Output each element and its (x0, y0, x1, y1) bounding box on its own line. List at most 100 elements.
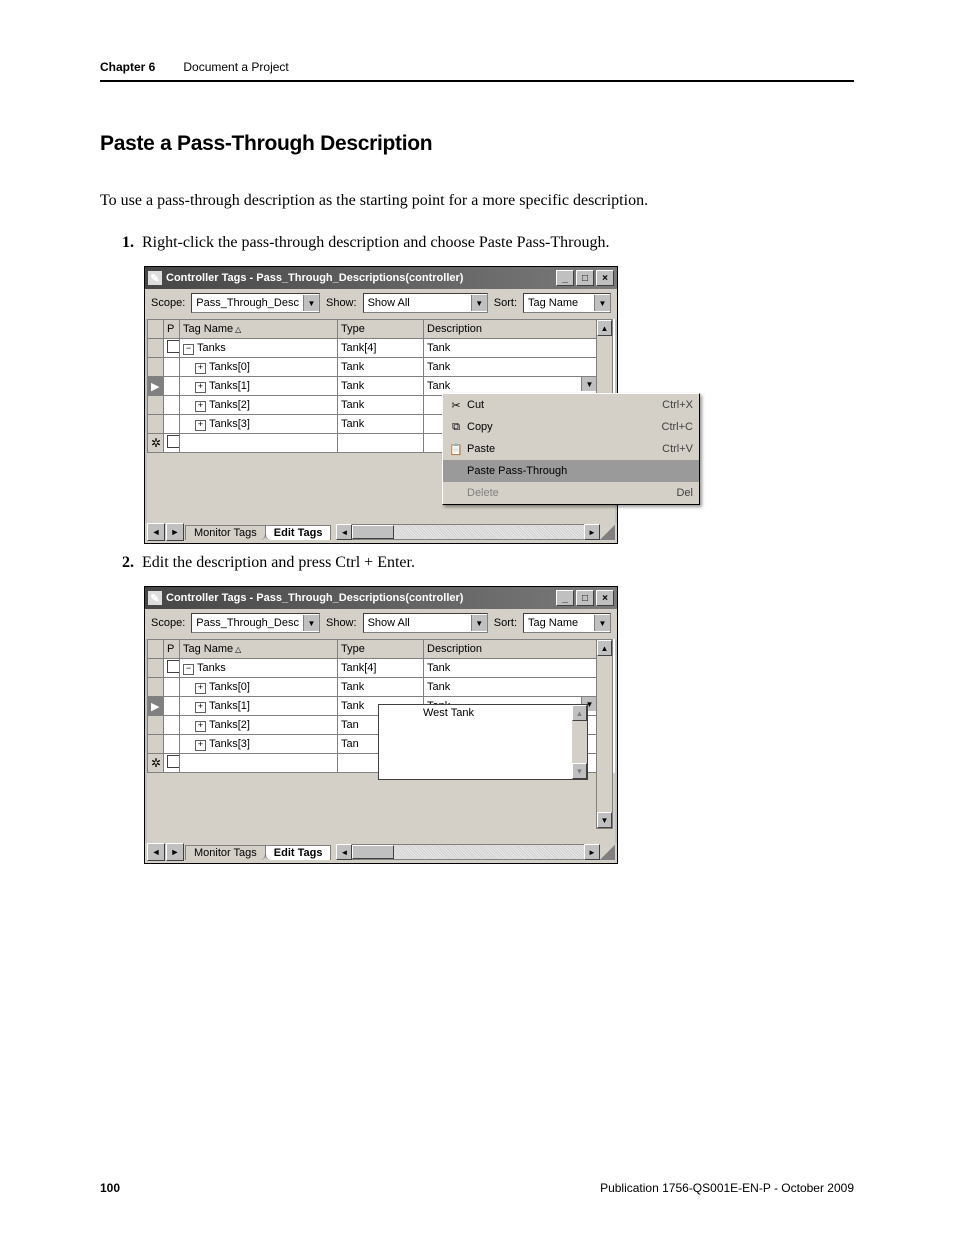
scroll-up-icon[interactable]: ▲ (597, 320, 612, 336)
maximize-button[interactable]: □ (576, 590, 594, 606)
collapse-icon[interactable]: − (183, 664, 194, 675)
checkbox[interactable] (167, 340, 180, 353)
expand-icon[interactable]: + (195, 683, 206, 694)
grid-row[interactable]: −Tanks Tank[4]Tank (148, 659, 598, 678)
tab-edit[interactable]: Edit Tags (265, 525, 332, 540)
scroll-left-icon[interactable]: ◄ (336, 844, 352, 860)
sort-combo[interactable]: Tag Name ▼ (523, 613, 611, 633)
scroll-down-icon[interactable]: ▼ (572, 763, 587, 779)
scroll-right-icon[interactable]: ► (584, 524, 600, 540)
col-description[interactable]: Description (424, 320, 598, 339)
resize-grip[interactable] (600, 525, 615, 540)
sort-label: Sort: (494, 297, 517, 309)
publication-info: Publication 1756-QS001E-EN-P - October 2… (600, 1181, 854, 1195)
scroll-up-icon[interactable]: ▲ (597, 640, 612, 656)
chevron-down-icon[interactable]: ▼ (594, 295, 610, 311)
close-button[interactable]: × (596, 270, 614, 286)
step-2-text: Edit the description and press Ctrl + En… (142, 554, 415, 572)
show-field[interactable]: Show All ▼ (363, 293, 488, 313)
col-type[interactable]: Type (338, 320, 424, 339)
step-1-text: Right-click the pass-through description… (142, 234, 609, 252)
maximize-button[interactable]: □ (576, 270, 594, 286)
toolbar: Scope: Pass_Through_Desc ▼ Show: Show Al… (145, 609, 617, 639)
description-edit-popup[interactable]: West Tank ▲ ▼ (378, 704, 588, 780)
tab-nav-next[interactable]: ► (166, 843, 184, 861)
show-label: Show: (326, 297, 357, 309)
scope-combo[interactable]: Pass_Through_Desc ▼ (191, 613, 320, 633)
checkbox[interactable] (167, 435, 180, 448)
window-title: Controller Tags - Pass_Through_Descripti… (166, 592, 554, 604)
chapter-title: Document a Project (183, 60, 288, 74)
checkbox[interactable] (167, 755, 180, 768)
expand-icon[interactable]: + (195, 382, 206, 393)
chapter-label: Chapter 6 (100, 60, 155, 74)
chevron-down-icon[interactable]: ▼ (581, 377, 597, 391)
expand-icon[interactable]: + (195, 401, 206, 412)
col-p[interactable]: P (164, 320, 180, 339)
copy-icon: ⧉ (445, 421, 467, 434)
menu-paste[interactable]: 📋 Paste Ctrl+V (443, 438, 699, 460)
scope-label: Scope: (151, 297, 185, 309)
horizontal-scrollbar[interactable]: ◄ ► (336, 844, 600, 860)
section-title: Paste a Pass-Through Description (100, 132, 854, 156)
menu-cut[interactable]: ✂ Cut Ctrl+X (443, 394, 699, 416)
chevron-down-icon[interactable]: ▼ (594, 615, 610, 631)
checkbox[interactable] (167, 660, 180, 673)
expand-icon[interactable]: + (195, 740, 206, 751)
grid-row[interactable]: −Tanks Tank[4] Tank (148, 339, 598, 358)
scroll-down-icon[interactable]: ▼ (597, 812, 612, 828)
tab-nav-prev[interactable]: ◄ (147, 843, 165, 861)
horizontal-scrollbar[interactable]: ◄ ► (336, 524, 600, 540)
grid-row[interactable]: +Tanks[0] TankTank (148, 678, 598, 697)
sort-combo[interactable]: Tag Name ▼ (523, 293, 611, 313)
close-button[interactable]: × (596, 590, 614, 606)
tab-monitor[interactable]: Monitor Tags (185, 845, 266, 860)
window-titlebar[interactable]: ✎ Controller Tags - Pass_Through_Descrip… (145, 587, 617, 609)
paste-icon: 📋 (445, 443, 467, 456)
menu-paste-pass-through[interactable]: Paste Pass-Through (443, 460, 699, 482)
chevron-down-icon[interactable]: ▼ (303, 295, 319, 311)
tab-nav-prev[interactable]: ◄ (147, 523, 165, 541)
tab-monitor[interactable]: Monitor Tags (185, 525, 266, 540)
tab-nav-next[interactable]: ► (166, 523, 184, 541)
scroll-right-icon[interactable]: ► (584, 844, 600, 860)
scroll-thumb[interactable] (352, 845, 394, 859)
scroll-up-icon[interactable]: ▲ (572, 705, 587, 721)
chevron-down-icon[interactable]: ▼ (303, 615, 319, 631)
expand-icon[interactable]: + (195, 420, 206, 431)
popup-scrollbar[interactable]: ▲ ▼ (572, 705, 587, 779)
menu-copy[interactable]: ⧉ Copy Ctrl+C (443, 416, 699, 438)
edit-popup-text[interactable]: West Tank (383, 707, 474, 719)
tab-edit[interactable]: Edit Tags (265, 845, 332, 860)
vertical-scrollbar[interactable]: ▲ ▼ (596, 639, 613, 829)
page-number: 100 (100, 1181, 120, 1195)
system-icon: ✎ (148, 271, 162, 285)
col-tagname[interactable]: Tag Name△ (180, 320, 338, 339)
menu-delete: Delete Del (443, 482, 699, 504)
expand-icon[interactable]: + (195, 721, 206, 732)
collapse-icon[interactable]: − (183, 344, 194, 355)
scroll-left-icon[interactable]: ◄ (336, 524, 352, 540)
tab-bar: ◄ ► Monitor Tags Edit Tags ◄ ► (145, 843, 617, 863)
show-field[interactable]: Show All ▼ (363, 613, 488, 633)
page-footer: 100 Publication 1756-QS001E-EN-P - Octob… (100, 1181, 854, 1195)
expand-icon[interactable]: + (195, 702, 206, 713)
chevron-down-icon[interactable]: ▼ (471, 295, 487, 311)
scroll-thumb[interactable] (352, 525, 394, 539)
cut-icon: ✂ (445, 399, 467, 412)
step-1: 1. Right-click the pass-through descript… (110, 234, 854, 252)
grid-row[interactable]: +Tanks[0] TankTank (148, 358, 598, 377)
window-title: Controller Tags - Pass_Through_Descripti… (166, 272, 554, 284)
grid-header-row: P Tag Name△ Type Description (148, 640, 598, 659)
expand-icon[interactable]: + (195, 363, 206, 374)
minimize-button[interactable]: _ (556, 270, 574, 286)
grid-header-row: P Tag Name△ Type Description (148, 320, 598, 339)
page-header: Chapter 6 Document a Project (100, 60, 854, 82)
resize-grip[interactable] (600, 845, 615, 860)
window-titlebar[interactable]: ✎ Controller Tags - Pass_Through_Descrip… (145, 267, 617, 289)
grid-empty-area (147, 773, 615, 843)
scope-combo[interactable]: Pass_Through_Desc ▼ (191, 293, 320, 313)
minimize-button[interactable]: _ (556, 590, 574, 606)
chevron-down-icon[interactable]: ▼ (471, 615, 487, 631)
context-menu: ✂ Cut Ctrl+X ⧉ Copy Ctrl+C 📋 Paste Ctrl+… (442, 393, 700, 505)
